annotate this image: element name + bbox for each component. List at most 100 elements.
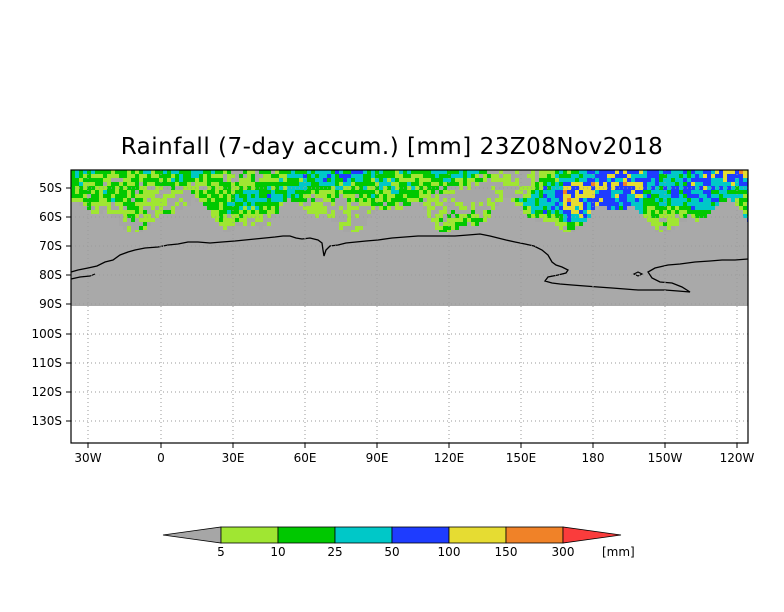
rain-cell — [319, 194, 323, 198]
rain-cell — [535, 218, 539, 222]
rain-cell — [479, 218, 483, 222]
rain-cell — [691, 202, 695, 206]
rain-cell — [459, 214, 463, 218]
rain-cell — [711, 202, 715, 206]
rain-cell — [383, 198, 387, 202]
rain-cell — [351, 226, 355, 230]
rain-cell — [435, 210, 439, 214]
rain-cell — [527, 186, 531, 190]
rain-cell — [479, 190, 483, 194]
rain-cell — [299, 170, 303, 174]
rain-cell — [731, 170, 735, 174]
rain-cell — [427, 190, 431, 194]
rain-cell — [671, 198, 675, 202]
rain-cell — [287, 174, 291, 178]
rain-cell — [419, 182, 423, 186]
rain-cell — [263, 198, 267, 202]
rain-cell — [739, 178, 743, 182]
rain-cell — [647, 170, 651, 174]
rain-cell — [419, 194, 423, 198]
rain-cell — [639, 190, 643, 194]
rain-cell — [259, 226, 263, 230]
rain-cell — [235, 186, 239, 190]
rain-cell — [635, 186, 639, 190]
rain-cell — [615, 194, 619, 198]
rain-cell — [335, 190, 339, 194]
rain-cell — [279, 182, 283, 186]
rain-cell — [443, 206, 447, 210]
rain-cell — [127, 182, 131, 186]
rain-cell — [275, 190, 279, 194]
rain-cell — [143, 182, 147, 186]
rain-cell — [675, 170, 679, 174]
rain-cell — [443, 182, 447, 186]
rain-cell — [159, 170, 163, 174]
rain-cell — [127, 194, 131, 198]
rain-cell — [259, 214, 263, 218]
rain-cell — [327, 206, 331, 210]
rain-cell — [691, 178, 695, 182]
rain-cell — [531, 210, 535, 214]
rain-cell — [115, 194, 119, 198]
rain-cell — [567, 178, 571, 182]
rain-cell — [435, 218, 439, 222]
rain-cell — [627, 182, 631, 186]
rain-cell — [543, 178, 547, 182]
rain-cell — [331, 218, 335, 222]
rain-cell — [339, 214, 343, 218]
rain-cell — [203, 186, 207, 190]
rain-cell — [243, 214, 247, 218]
rain-cell — [219, 198, 223, 202]
rain-cell — [443, 194, 447, 198]
rain-cell — [215, 182, 219, 186]
rain-cell — [339, 198, 343, 202]
rain-cell — [431, 182, 435, 186]
rain-cell — [599, 178, 603, 182]
rain-cell — [175, 202, 179, 206]
rain-cell — [459, 206, 463, 210]
rain-cell — [327, 170, 331, 174]
rain-cell — [147, 178, 151, 182]
rain-cell — [675, 202, 679, 206]
rain-cell — [567, 218, 571, 222]
rain-cell — [371, 178, 375, 182]
rain-cell — [695, 194, 699, 198]
rain-cell — [567, 210, 571, 214]
rain-cell — [255, 190, 259, 194]
rain-cell — [519, 178, 523, 182]
rain-cell — [487, 198, 491, 202]
rain-cell — [163, 198, 167, 202]
rain-cell — [251, 210, 255, 214]
rain-cell — [627, 174, 631, 178]
rain-cell — [535, 202, 539, 206]
rain-cell — [703, 182, 707, 186]
rain-cell — [99, 170, 103, 174]
rain-cell — [111, 174, 115, 178]
rain-cell — [531, 186, 535, 190]
rain-cell — [311, 174, 315, 178]
rain-cell — [295, 198, 299, 202]
rain-cell — [527, 190, 531, 194]
rain-cell — [99, 174, 103, 178]
rain-cell — [595, 194, 599, 198]
rain-cell — [743, 198, 747, 202]
rain-cell — [291, 174, 295, 178]
rain-cell — [451, 214, 455, 218]
rain-cell — [323, 174, 327, 178]
rain-cell — [131, 218, 135, 222]
rain-cell — [255, 222, 259, 226]
rain-cell — [203, 182, 207, 186]
rain-cell — [447, 210, 451, 214]
rain-cell — [139, 226, 143, 230]
rain-cell — [435, 202, 439, 206]
rain-cell — [135, 210, 139, 214]
rain-cell — [451, 202, 455, 206]
rain-cell — [663, 222, 667, 226]
rain-cell — [307, 206, 311, 210]
rain-cell — [99, 198, 103, 202]
rain-cell — [663, 206, 667, 210]
rain-cell — [331, 206, 335, 210]
rain-cell — [199, 198, 203, 202]
rain-cell — [123, 226, 127, 230]
rain-cell — [167, 186, 171, 190]
